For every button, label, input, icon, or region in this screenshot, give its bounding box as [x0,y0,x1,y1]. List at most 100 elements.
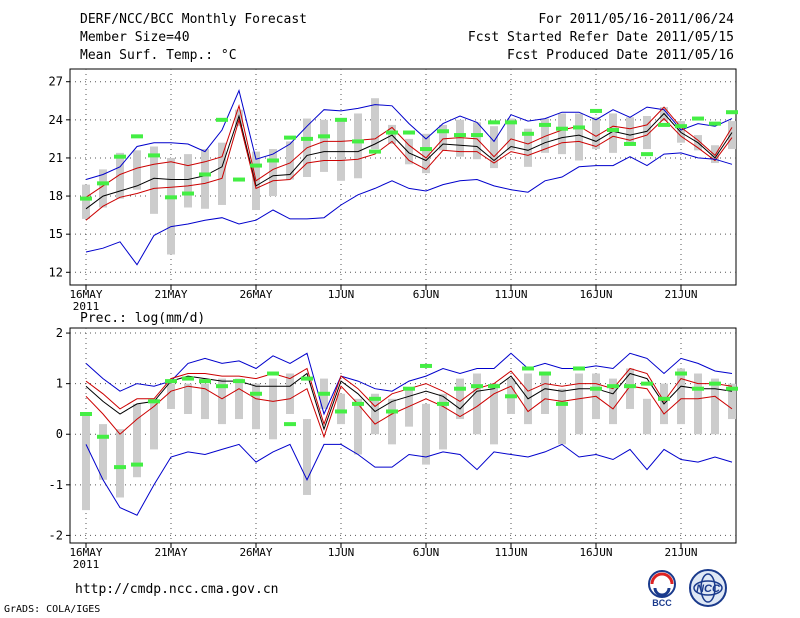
1-observed-marker [318,391,330,396]
1-observed-marker [80,412,92,416]
0-spread-box [371,98,379,150]
forecast-period-label: For 2011/05/16-2011/06/24 [538,12,734,27]
1-observed-marker [352,401,364,406]
0-xtick-label: 1JUN [328,288,355,301]
precip-variable-label: Prec.: log(mm/d) [80,311,205,326]
0-observed-marker [352,139,364,144]
0-observed-marker [301,136,313,141]
1-spread-box [354,398,362,455]
0-observed-marker [420,147,432,152]
0-observed-marker [182,191,194,196]
1-spread-box [694,373,702,435]
1-spread-box [252,383,260,430]
0-spread-box [201,149,209,209]
0-observed-marker [675,124,687,129]
0-observed-marker [539,122,551,127]
0-observed-marker [165,195,177,200]
0-spread-box [541,118,549,153]
0-spread-box [337,118,345,181]
0-xtick-label: 11JUN [494,288,527,301]
1-spread-box [728,383,736,420]
0-xtick-label: 16MAY [69,288,102,301]
0-xtick-label: 21MAY [154,288,187,301]
0-spread-box [218,142,226,205]
1-xtick-label: 16JUN [579,546,612,559]
0-ytick-label: 21 [49,151,63,165]
0-xtick-label: 26MAY [239,288,272,301]
0-observed-marker [335,117,347,122]
0-spread-box [116,152,124,199]
1-observed-marker [692,386,704,391]
0-spread-box [490,126,498,169]
1-spread-box [609,378,617,425]
top-variable-label: Mean Surf. Temp.: °C [80,48,237,63]
1-spread-box [677,368,685,425]
0-observed-marker [607,127,619,132]
0-spread-box [728,121,736,150]
0-spread-box [524,128,532,167]
1-xtick-label: 21JUN [664,546,697,559]
0-frame [69,68,737,286]
0-observed-marker [709,121,721,126]
1-xtick-label: 6JUN [413,546,440,559]
0-ytick-label: 24 [49,113,63,127]
1-observed-marker [675,371,687,376]
1-observed-marker [420,363,432,368]
0-series-mean [85,112,733,210]
0-observed-marker [505,120,517,125]
1-spread-box [201,383,209,420]
0-observed-marker [522,131,534,136]
1-observed-marker [658,396,670,401]
1-observed-marker [369,396,381,401]
1-observed-marker [454,386,466,391]
1-spread-box [218,378,226,425]
0-xtick-label: 6JUN [413,288,440,301]
0-spread-box [82,184,90,219]
1-xtick-label: 21MAY [154,546,187,559]
0-spread-box [643,116,651,150]
1-series-min [85,443,733,516]
1-observed-marker [437,401,449,406]
0-xtick-label: 16JUN [579,288,612,301]
1-xtick-label: 11JUN [494,546,527,559]
1-observed-marker [624,384,636,389]
0-spread-box [133,150,141,190]
1-spread-box [286,373,294,414]
0-observed-marker [216,117,228,122]
started-date-label: Fcst Started Refer Date 2011/05/15 [467,30,734,45]
1-observed-marker [522,366,534,371]
1-frame [69,327,737,544]
0-observed-marker [590,108,602,113]
1-xtick-label: 26MAY [239,546,272,559]
0-spread-box [150,146,158,214]
0-observed-marker [454,133,466,138]
1-observed-marker [471,384,483,389]
1-ytick-label: 1 [56,377,63,391]
1-observed-marker [556,401,568,406]
0-spread-box [184,154,192,208]
source-url[interactable]: http://cmdp.ncc.cma.gov.cn [75,582,279,597]
0-spread-box [626,117,634,143]
0-series-lower [85,117,733,221]
1-xtick-label: 1JUN [328,546,355,559]
1-observed-marker [267,371,279,376]
1-observed-marker [301,376,313,381]
1-series-lower [85,385,733,439]
1-spread-box [490,383,498,445]
1-observed-marker [114,465,126,470]
1-observed-marker [233,379,245,384]
1-observed-marker [216,384,228,389]
1-spread-box [269,378,277,440]
1-observed-marker [131,462,143,467]
0-spread-box [609,113,617,153]
0-observed-marker [692,116,704,121]
1-spread-box [626,368,634,409]
1-observed-marker [386,409,398,414]
0-observed-marker [658,122,670,127]
0-observed-marker [556,126,568,131]
0-series-upper [85,103,733,198]
1-spread-box [371,393,379,435]
1-observed-marker [97,434,109,439]
0-observed-marker [403,130,415,135]
1-spread-box [116,429,124,498]
